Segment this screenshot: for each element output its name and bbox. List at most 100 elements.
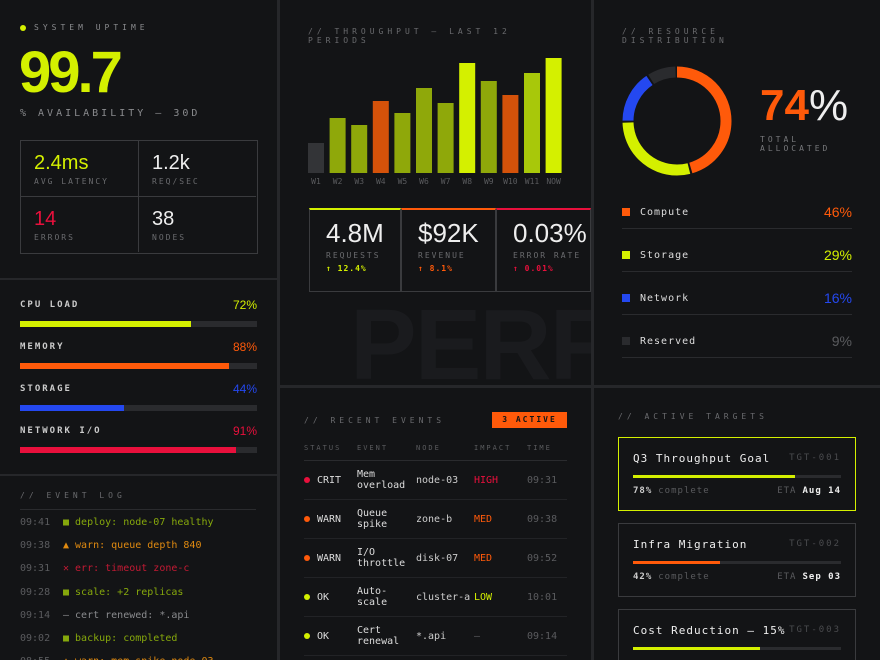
load-value: 88% xyxy=(232,340,257,354)
load-name: NETWORK I/O xyxy=(20,426,102,436)
x-tick-label: W2 xyxy=(333,177,343,186)
log-time: 08:55 xyxy=(20,656,50,660)
targets-panel: // ACTIVE TARGETS Q3 Throughput Goal TGT-0… xyxy=(594,388,880,660)
target-id: TGT-003 xyxy=(789,625,841,635)
x-tick-label: W4 xyxy=(376,177,386,186)
log-text: ■ deploy: node-07 healthy xyxy=(63,517,214,528)
column-header: NODE xyxy=(416,444,441,452)
log-time: 09:41 xyxy=(20,517,51,528)
load-bar xyxy=(20,321,191,327)
log-time: 09:31 xyxy=(20,563,51,575)
bar xyxy=(308,143,324,173)
progress-track xyxy=(633,475,841,478)
impact: MED xyxy=(474,552,493,564)
progress-text: complete xyxy=(658,572,710,582)
center-number: 74 xyxy=(760,81,809,130)
eta-date: Aug 14 xyxy=(802,486,841,496)
stat-label: ERRORS xyxy=(34,233,75,242)
bar xyxy=(416,88,432,173)
legend-value: 29% xyxy=(823,247,852,263)
log-text: ▲ warn: queue depth 840 xyxy=(63,540,202,552)
x-tick-label: W7 xyxy=(441,177,451,186)
kpi-card: 0.03% ERROR RATE ↑ 0.01% xyxy=(496,208,591,292)
load-name: MEMORY xyxy=(20,342,65,352)
load-value: 44% xyxy=(232,382,257,396)
target-card: Cost Reduction — 15% TGT-003 xyxy=(618,609,856,660)
load-bar xyxy=(20,363,229,369)
load-value: 91% xyxy=(232,424,257,438)
node-name: cluster-a xyxy=(416,591,471,603)
x-tick-label: W1 xyxy=(311,177,321,186)
eta-label: ETA xyxy=(777,572,797,582)
node-name: zone-b xyxy=(416,513,453,525)
event-time: 10:01 xyxy=(527,591,558,603)
progress-bar xyxy=(633,647,760,650)
impact: LOW xyxy=(474,591,493,603)
stat-cell: 1.2k REQ/SEC xyxy=(139,141,256,197)
stat-value: 1.2k xyxy=(152,152,190,174)
x-tick-label: W5 xyxy=(398,177,408,186)
legend-label: Storage xyxy=(640,250,690,261)
stat-value: 2.4ms xyxy=(34,152,89,174)
progress-line: 42% complete xyxy=(633,572,710,583)
progress-line: 78% complete xyxy=(633,486,710,497)
donut-chart xyxy=(622,66,732,176)
load-value: 72% xyxy=(232,298,257,312)
eta: ETA Aug 14 xyxy=(777,486,841,497)
log-time: 09:02 xyxy=(20,633,51,644)
load-track xyxy=(20,447,257,453)
uptime-value: 99.7 xyxy=(19,40,123,105)
divider xyxy=(622,228,852,229)
badge: 3 ACTIVE xyxy=(492,412,567,428)
load-track xyxy=(20,321,257,327)
event-time: 09:14 xyxy=(527,630,558,642)
kpi-value: 0.03% xyxy=(513,218,587,248)
load-track xyxy=(20,405,257,411)
eta-date: Sep 03 xyxy=(802,572,841,582)
divider xyxy=(304,538,567,539)
load-name: STORAGE xyxy=(20,384,72,394)
center-value: 74% xyxy=(760,80,848,132)
target-card: Infra Migration TGT-002 42% complete ETA Sep … xyxy=(618,523,856,597)
impact: — xyxy=(474,630,481,642)
status-dot xyxy=(304,594,310,600)
event-log-panel: // EVENT LOG 09:41 ■ deploy: node-07 healt… xyxy=(0,476,277,660)
divider xyxy=(622,271,852,272)
status-dot xyxy=(304,633,310,639)
log-text: — cert renewed: *.api xyxy=(63,609,190,621)
stat-value: 38 xyxy=(152,208,175,230)
progress-value: 42% xyxy=(633,572,653,582)
log-time: 09:38 xyxy=(20,540,51,552)
progress-text: complete xyxy=(658,486,710,496)
status-text: WARN xyxy=(317,552,342,564)
stat-label: NODES xyxy=(152,233,187,242)
donut-segment xyxy=(622,66,732,176)
load-bar xyxy=(20,405,125,411)
event-name: Auto-scale xyxy=(357,586,388,608)
target-card: Q3 Throughput Goal TGT-001 78% complete ETA A… xyxy=(618,437,856,511)
bar xyxy=(545,58,562,173)
legend-value: 9% xyxy=(831,333,852,349)
x-tick-label: W8 xyxy=(462,177,472,186)
bar xyxy=(524,73,540,173)
kpi-delta: ↑ 12.4% xyxy=(326,264,367,273)
center-unit: % xyxy=(808,81,849,130)
kpi-delta: ↑ 8.1% xyxy=(418,264,453,273)
log-text: ■ scale: +2 replicas xyxy=(63,586,184,598)
log-text: ▲ warn: mem spike node-03 xyxy=(63,656,214,660)
stats-grid: 2.4ms AVG LATENCY 1.2k REQ/SEC 14 ERRORS 38 NOD… xyxy=(20,140,258,254)
divider xyxy=(20,509,256,510)
divider xyxy=(304,460,567,461)
legend-swatch xyxy=(622,208,630,216)
panel-label: SYSTEM UPTIME xyxy=(34,23,149,32)
status-dot xyxy=(304,516,310,522)
progress-value: 78% xyxy=(633,486,653,496)
status-dot xyxy=(304,555,310,561)
column-header: STATUS xyxy=(304,444,342,452)
column-header: TIME xyxy=(527,444,552,452)
event-time: 09:31 xyxy=(527,474,558,486)
kpi-label: REVENUE xyxy=(418,251,466,260)
center-label: TOTAL ALLOCATED xyxy=(760,135,831,153)
divider xyxy=(304,577,567,578)
watermark: PERF xyxy=(350,289,591,385)
